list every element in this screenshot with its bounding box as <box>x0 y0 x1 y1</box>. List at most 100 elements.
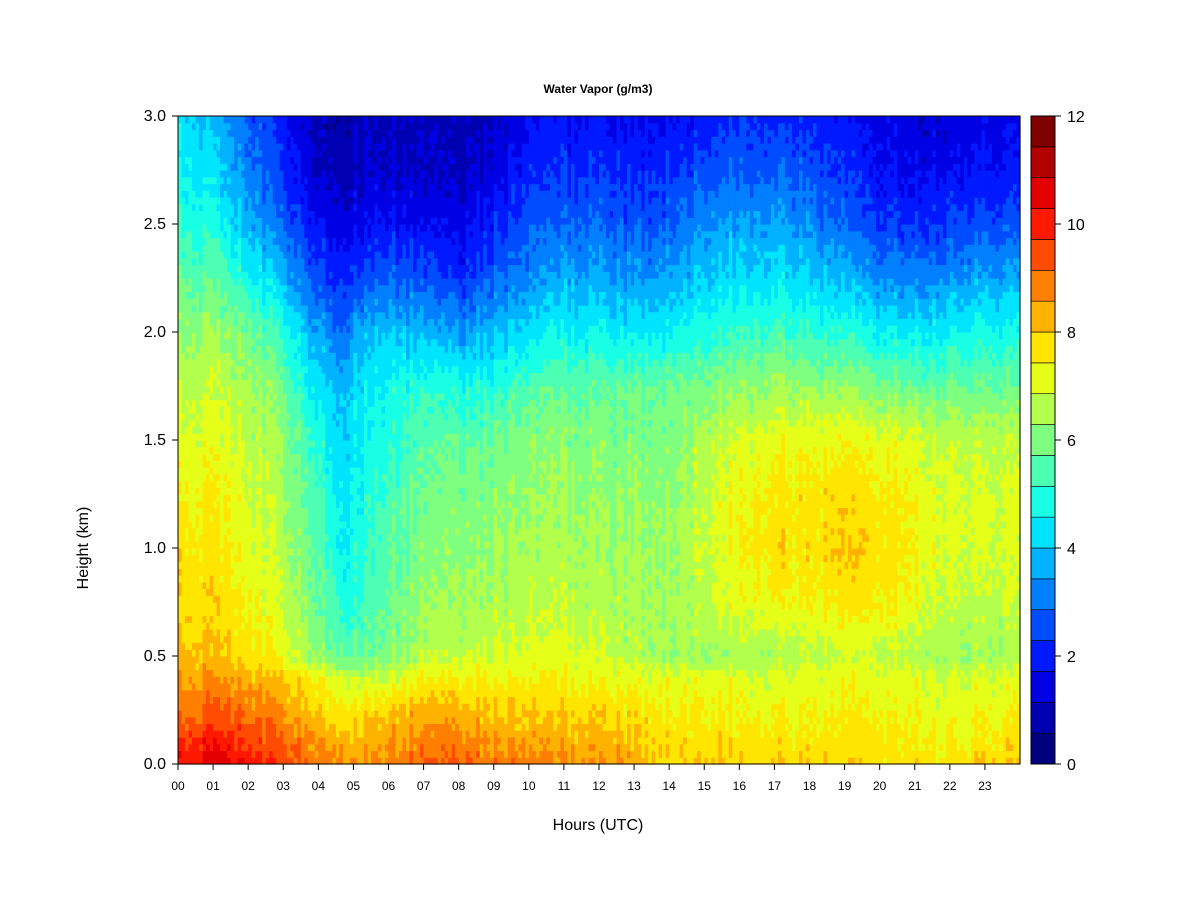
heatmap-cell <box>192 582 196 589</box>
heatmap-cell <box>210 535 214 542</box>
heatmap-cell <box>245 751 249 758</box>
heatmap-cell <box>266 643 270 650</box>
heatmap-cell <box>315 190 319 197</box>
heatmap-cell <box>318 589 322 596</box>
heatmap-cell <box>199 690 203 697</box>
heatmap-cell <box>199 325 203 332</box>
heatmap-cell <box>336 541 340 548</box>
heatmap-cell <box>315 447 319 454</box>
heatmap-cell <box>332 420 336 427</box>
heatmap-cell <box>245 690 249 697</box>
heatmap-cell <box>241 589 245 596</box>
heatmap-cell <box>297 676 301 683</box>
heatmap-cell <box>297 170 301 177</box>
heatmap-cell <box>311 460 315 467</box>
heatmap-cell <box>266 413 270 420</box>
heatmap-cell <box>238 690 242 697</box>
heatmap-cell <box>290 474 294 481</box>
heatmap-cell <box>350 217 354 224</box>
heatmap-cell <box>280 467 284 474</box>
heatmap-cell <box>283 386 287 393</box>
heatmap-cell <box>280 400 284 407</box>
heatmap-cell <box>350 271 354 278</box>
heatmap-cell <box>210 251 214 258</box>
heatmap-cell <box>273 143 277 150</box>
heatmap-cell <box>185 163 189 170</box>
heatmap-cell <box>203 143 207 150</box>
heatmap-cell <box>325 400 329 407</box>
heatmap-cell <box>245 427 249 434</box>
heatmap-cell <box>301 751 305 758</box>
heatmap-cell <box>325 582 329 589</box>
heatmap-cell <box>234 420 238 427</box>
heatmap-cell <box>297 629 301 636</box>
heatmap-cell <box>182 710 186 717</box>
heatmap-cell <box>311 636 315 643</box>
heatmap-cell <box>294 386 298 393</box>
heatmap-cell <box>255 265 259 272</box>
heatmap-cell <box>339 143 343 150</box>
heatmap-cell <box>308 460 312 467</box>
heatmap-cell <box>353 319 357 326</box>
heatmap-cell <box>269 433 273 440</box>
heatmap-cell <box>269 609 273 616</box>
heatmap-cell <box>262 305 266 312</box>
heatmap-cell <box>203 346 207 353</box>
heatmap-cell <box>273 197 277 204</box>
heatmap-cell <box>210 359 214 366</box>
heatmap-cell <box>315 224 319 231</box>
heatmap-cell <box>287 467 291 474</box>
heatmap-cell <box>199 568 203 575</box>
heatmap-cell <box>196 730 200 737</box>
heatmap-cell <box>245 433 249 440</box>
heatmap-cell <box>213 676 217 683</box>
heatmap-cell <box>346 190 350 197</box>
heatmap-cell <box>346 346 350 353</box>
heatmap-cell <box>311 690 315 697</box>
heatmap-cell <box>185 589 189 596</box>
heatmap-cell <box>224 305 228 312</box>
heatmap-cell <box>287 568 291 575</box>
heatmap-cell <box>353 332 357 339</box>
heatmap-cell <box>262 595 266 602</box>
heatmap-cell <box>325 683 329 690</box>
heatmap-cell <box>269 123 273 130</box>
heatmap-cell <box>343 467 347 474</box>
heatmap-cell <box>329 730 333 737</box>
heatmap-cell <box>290 163 294 170</box>
heatmap-cell <box>336 211 340 218</box>
heatmap-cell <box>185 636 189 643</box>
heatmap-cell <box>297 359 301 366</box>
heatmap-cell <box>353 217 357 224</box>
heatmap-cell <box>343 157 347 164</box>
heatmap-cell <box>346 751 350 758</box>
heatmap-cell <box>231 562 235 569</box>
heatmap-cell <box>203 251 207 258</box>
heatmap-cell <box>308 312 312 319</box>
heatmap-cell <box>287 616 291 623</box>
heatmap-cell <box>196 184 200 191</box>
heatmap-cell <box>203 568 207 575</box>
heatmap-cell <box>343 690 347 697</box>
heatmap-cell <box>273 278 277 285</box>
heatmap-cell <box>297 224 301 231</box>
heatmap-cell <box>329 251 333 258</box>
heatmap-cell <box>178 548 182 555</box>
heatmap-cell <box>262 589 266 596</box>
heatmap-cell <box>266 244 270 251</box>
heatmap-cell <box>283 656 287 663</box>
heatmap-cell <box>276 562 280 569</box>
heatmap-cell <box>273 238 277 245</box>
heatmap-cell <box>199 636 203 643</box>
heatmap-cell <box>210 346 214 353</box>
heatmap-cell <box>231 656 235 663</box>
heatmap-cell <box>343 454 347 461</box>
heatmap-cell <box>241 670 245 677</box>
heatmap-cell <box>276 238 280 245</box>
heatmap-cell <box>224 379 228 386</box>
heatmap-cell <box>206 541 210 548</box>
heatmap-cell <box>297 292 301 299</box>
heatmap-cell <box>266 602 270 609</box>
heatmap-cell <box>311 352 315 359</box>
heatmap-cell <box>182 501 186 508</box>
